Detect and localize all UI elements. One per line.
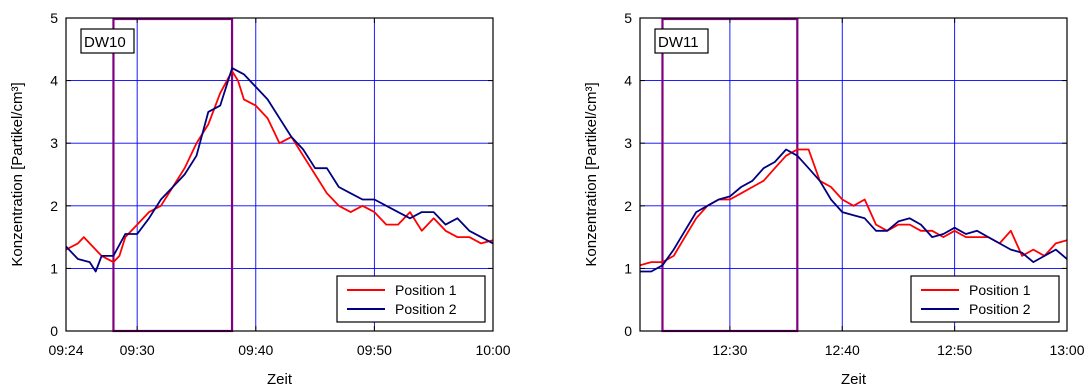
y-axis-label: Konzentration [Partikel/cm³]: [583, 82, 600, 266]
legend-entry: Position 2: [969, 301, 1031, 317]
y-tick-label: 5: [624, 10, 632, 26]
y-tick-label: 3: [624, 135, 632, 151]
x-tick-label: 09:50: [357, 342, 392, 358]
chart-panel-dw10: 0 1 2 3 4 5 09:24 09:30 09:40 09:50 10:00 Zeit Konze…: [9, 10, 511, 388]
y-tick-label: 3: [50, 135, 58, 151]
x-tick-label: 12:30: [712, 342, 747, 358]
chart-panel-dw11: 0 1 2 3 4 5 12:30 12:40 12:50 13:00 Zeit Konzentrat…: [583, 10, 1085, 388]
y-tick-label: 0: [624, 323, 632, 339]
series-line-position-2: [640, 148, 1067, 273]
y-axis-label: Konzentration [Partikel/cm³]: [9, 82, 26, 266]
x-tick-label: 13:00: [1049, 342, 1084, 358]
y-tick-label: 1: [50, 260, 58, 276]
y-tick-label: 1: [624, 260, 632, 276]
panel-label: DW10: [84, 34, 126, 51]
x-tick-label: 09:30: [120, 342, 155, 358]
panel-label-border: [654, 28, 709, 54]
y-tick-label: 4: [50, 73, 58, 89]
legend-entry: Position 2: [395, 301, 457, 317]
y-tick-label: 2: [50, 198, 58, 214]
y-tick-label: 5: [50, 10, 58, 26]
y-tick-label: 4: [624, 73, 632, 89]
legend: Position 1 Position 2: [910, 275, 1060, 323]
x-axis-label: Zeit: [841, 371, 867, 388]
plot-frame: [65, 17, 494, 332]
x-tick-label: 12:50: [937, 342, 972, 358]
x-tick-label: 12:40: [825, 342, 860, 358]
y-tick-label: 0: [50, 323, 58, 339]
x-tick-label: 10:00: [475, 342, 510, 358]
series-line-position-1: [66, 70, 493, 263]
panel-label-box: DW11: [654, 28, 709, 54]
x-tick-label: 09:40: [238, 342, 273, 358]
x-tick-label: 09:24: [48, 342, 83, 358]
y-tick-label: 2: [624, 198, 632, 214]
panel-label-box: DW10: [80, 28, 135, 54]
panel-label: DW11: [658, 34, 699, 51]
x-axis-label: Zeit: [267, 371, 293, 388]
legend-entry: Position 1: [969, 282, 1031, 298]
legend-box: [910, 275, 1060, 323]
series-line-position-2: [66, 67, 493, 273]
highlight-window: [112, 17, 234, 333]
legend-box: [336, 275, 486, 323]
legend: Position 1 Position 2: [336, 275, 486, 323]
legend-entry: Position 1: [395, 282, 457, 298]
panel-label-border: [80, 28, 135, 54]
plot-frame: [639, 17, 1068, 332]
